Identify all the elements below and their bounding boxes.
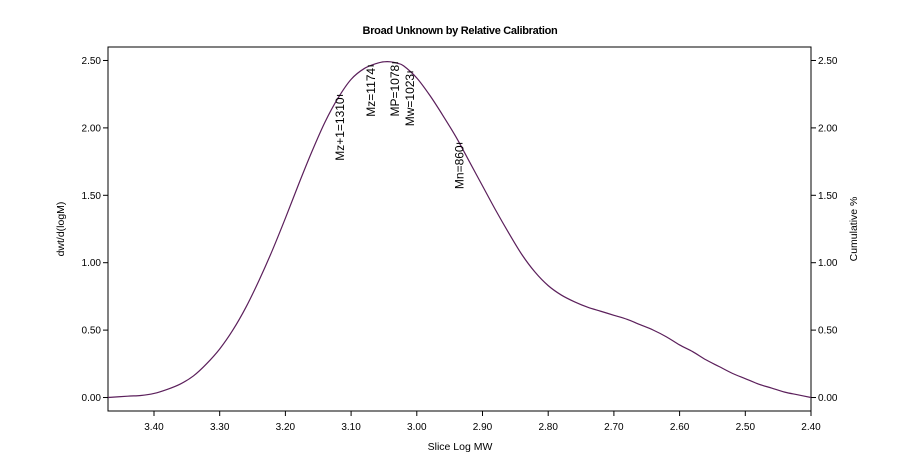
- y2-axis-title: Cumulative %: [848, 197, 860, 262]
- y2-axis-ticks: 0.00 0.50 1.00 1.50 2.00 2.50: [811, 56, 838, 404]
- x-tick-label: 2.50: [736, 422, 756, 433]
- peak-annotation-label: MP=1078: [388, 64, 402, 116]
- y-tick-label: 2.00: [82, 123, 102, 134]
- x-tick-label: 3.20: [276, 422, 296, 433]
- y2-tick-label: 1.00: [818, 258, 838, 269]
- x-tick-label: 3.10: [341, 422, 361, 433]
- peak-annotation-label: Mz+1=1310: [333, 97, 347, 161]
- x-tick-label: 2.40: [801, 422, 821, 433]
- y2-tick-label: 0.50: [818, 326, 838, 337]
- x-tick-label: 2.60: [670, 422, 690, 433]
- x-tick-label: 3.40: [144, 422, 164, 433]
- peak-annotations: Mz+1=1310 Mz=1174 MP=1078 Mw=1023 Mn=860: [333, 62, 467, 189]
- y2-tick-label: 2.50: [818, 56, 838, 67]
- x-tick-label: 2.90: [473, 422, 493, 433]
- peak-annotation-label: Mw=1023: [403, 74, 417, 127]
- peak-annotation-label: Mn=860: [453, 145, 467, 189]
- y-tick-label: 0.00: [82, 393, 102, 404]
- x-tick-label: 3.30: [210, 422, 230, 433]
- y2-tick-label: 1.50: [818, 191, 838, 202]
- x-tick-label: 2.80: [538, 422, 558, 433]
- y-tick-label: 1.00: [82, 258, 102, 269]
- y2-tick-label: 2.00: [818, 123, 838, 134]
- y2-tick-label: 0.00: [818, 393, 838, 404]
- y-axis-title: dwt/d(logM): [55, 202, 67, 257]
- y-tick-label: 2.50: [82, 56, 102, 67]
- y-tick-label: 1.50: [82, 191, 102, 202]
- chart-title: Broad Unknown by Relative Calibration: [363, 25, 558, 37]
- peak-annotation-label: Mz=1174: [364, 68, 378, 117]
- x-axis-ticks: 3.40 3.30 3.20 3.10 3.00 2.90 2.80 2.70 2.60 2.50…: [144, 411, 821, 433]
- y-tick-label: 0.50: [82, 326, 102, 337]
- x-axis-title: Slice Log MW: [428, 441, 493, 453]
- plot-frame: [107, 46, 812, 412]
- series-line: [107, 61, 812, 399]
- y-axis-ticks: 0.00 0.50 1.00 1.50 2.00 2.50: [82, 56, 108, 404]
- x-tick-label: 3.00: [407, 422, 427, 433]
- x-tick-label: 2.70: [604, 422, 624, 433]
